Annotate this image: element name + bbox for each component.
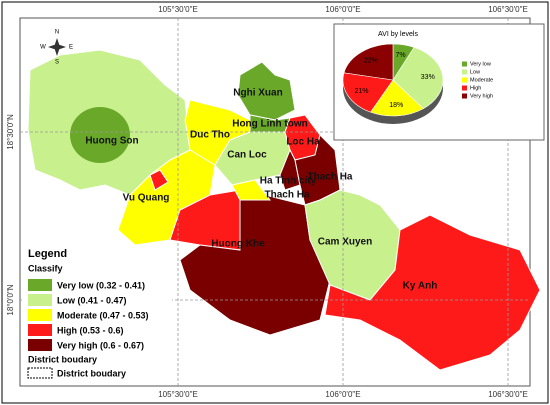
pie-legend-label: Very high [470, 93, 493, 99]
pie-slice [343, 43, 394, 81]
lat-label: 18°30'0"N [6, 114, 15, 150]
district-core [70, 107, 130, 163]
lon-label: 106°0'0"E [325, 390, 360, 399]
pie-title: AVI by levels [378, 31, 418, 38]
legend-subtitle: Classify [28, 263, 63, 273]
pie-legend-swatch [462, 77, 467, 83]
legend-swatch [27, 367, 53, 379]
pie-slice [370, 79, 424, 117]
district-label: Huong Khe [211, 239, 265, 250]
legend-subtitle: District boudary [28, 354, 97, 364]
district-label: Huong Son [85, 136, 138, 147]
district-label: Thach Ha [264, 190, 309, 201]
legend-label: District boudary [57, 368, 126, 378]
district-label: Nghi Xuan [233, 88, 282, 99]
lon-label: 106°0'0"E [325, 5, 360, 14]
legend-swatch [28, 279, 52, 291]
district-label: Duc Tho [190, 130, 230, 141]
pie-slice [342, 72, 394, 113]
pie-legend-label: High [470, 85, 481, 91]
district-label: Hong Linh town [232, 119, 308, 130]
pie-legend-label: Very low [470, 61, 491, 67]
pie-value-label: 18% [389, 102, 403, 109]
pie-legend-swatch [462, 69, 467, 75]
north-arrow: N S E W [40, 30, 73, 66]
lon-label: 105°30'0"E [158, 5, 198, 14]
legend-title: Legend [28, 248, 67, 260]
legend-swatch [28, 309, 52, 321]
districts [27, 49, 541, 371]
district [149, 169, 169, 191]
compass-label: N [55, 30, 59, 36]
pie-legend-swatch [462, 61, 467, 67]
district [324, 214, 541, 371]
district-label: Cam Xuyen [318, 237, 372, 248]
pie-value-label: 33% [421, 74, 435, 81]
district-labels: Huong Son Vu Quang Huong Khe Nghi Xuan H… [85, 88, 437, 292]
compass [48, 38, 66, 56]
pie-chart: 7% 33% 18% 21% 22% Very low Low Moderate High Ver… [342, 43, 493, 124]
lon-label: 106°30'0"E [488, 5, 528, 14]
district-label: Ha Tinh city [260, 176, 317, 187]
district-label: Can Loc [227, 150, 267, 161]
district-label: Ky Anh [403, 281, 438, 292]
pie-slice [392, 47, 444, 109]
district-label: Thach Ha [307, 172, 352, 183]
compass-label: W [40, 45, 46, 51]
pie-value-label: 21% [354, 88, 368, 95]
compass-label: S [55, 60, 59, 66]
pie-legend-swatch [462, 85, 467, 91]
pie-legend-label: Low [470, 69, 480, 75]
lon-label: 105°30'0"E [158, 390, 198, 399]
district [231, 179, 271, 201]
legend-swatch [28, 294, 52, 306]
legend-swatch [28, 339, 52, 351]
pie-legend-swatch [462, 93, 467, 99]
legend-label: Very high (0.6 - 0.67) [57, 340, 144, 350]
district-label: Vu Quang [123, 193, 170, 204]
pie-legend-label: Moderate [470, 77, 493, 83]
legend-label: Moderate (0.47 - 0.53) [57, 310, 149, 320]
lat-label: 18°0'0"N [6, 284, 15, 315]
compass-label: E [69, 45, 73, 51]
legend: Legend Classify Very low (0.32 - 0.41) L… [22, 245, 172, 385]
district [237, 61, 296, 121]
legend-label: High (0.53 - 0.6) [57, 325, 124, 335]
lon-label: 106°30'0"E [488, 390, 528, 399]
pie-value-label: 7% [395, 52, 405, 59]
legend-label: Very low (0.32 - 0.41) [57, 280, 145, 290]
district-label: Loc Ha [286, 137, 320, 148]
legend-label: Low (0.41 - 0.47) [57, 295, 127, 305]
legend-swatch [28, 324, 52, 336]
pie-value-label: 22% [364, 57, 378, 64]
